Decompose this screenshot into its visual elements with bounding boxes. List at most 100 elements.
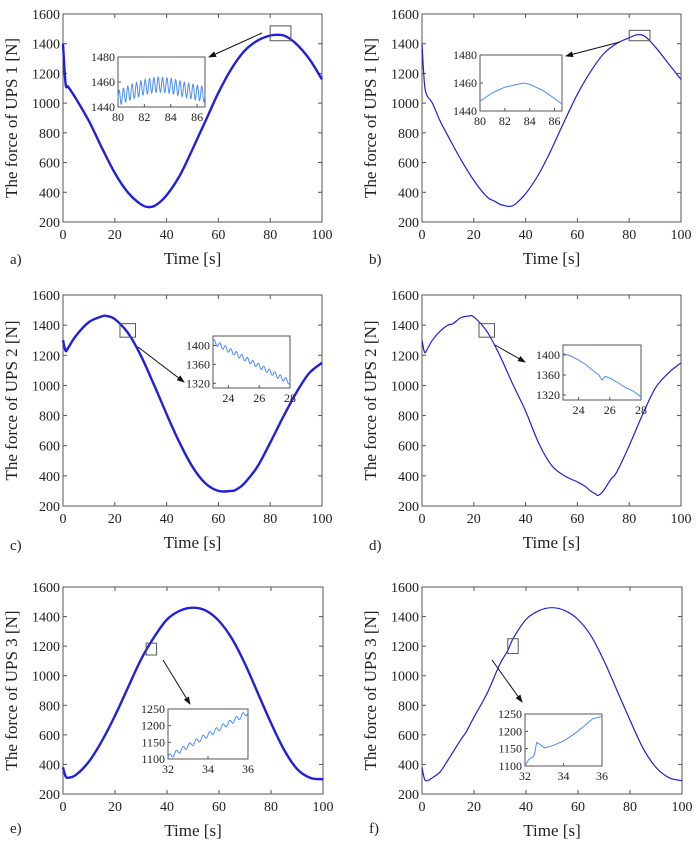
inset-y-tick-label: 1150 [141, 735, 165, 749]
y-tick-label: 1200 [391, 640, 419, 655]
y-tick-label: 200 [39, 216, 60, 231]
panel-f: 0 20 40 60 80 100 200 400 600 800 1000 1200 1400 1600… [361, 581, 693, 840]
inset-y-tick-label: 1460 [453, 76, 477, 90]
x-tick-label: 0 [60, 800, 67, 815]
inset: 80 82 84 86 1440 1460 1480 [453, 48, 563, 128]
inset-series-line [524, 715, 603, 767]
series-line [61, 314, 323, 493]
inset-y-tick-label: 1200 [141, 719, 165, 733]
inset-frame [562, 344, 642, 401]
inset-y-tick-label: 1480 [453, 48, 477, 62]
inset-x-tick-label: 82 [138, 110, 150, 124]
x-tick-label: 20 [467, 512, 481, 527]
panel-e: 0 20 40 60 80 100 200 400 600 800 1000 1200 1400 1600… [2, 581, 334, 840]
panel-label: d) [369, 538, 382, 554]
x-tick-label: 0 [419, 800, 426, 815]
x-tick-label: 100 [312, 512, 333, 527]
y-tick-label: 1400 [32, 611, 60, 626]
inset-series-line [117, 76, 206, 106]
zoom-region-box [507, 638, 519, 655]
x-axis-label: Time [s] [164, 533, 221, 552]
y-tick-label: 1000 [391, 670, 419, 685]
y-tick-label: 1000 [32, 379, 60, 394]
zoom-region-box [145, 642, 158, 656]
y-tick-label: 600 [39, 157, 60, 172]
plot-frame [421, 586, 683, 795]
y-tick-label: 1400 [391, 611, 419, 626]
y-tick-label: 1400 [391, 319, 419, 334]
plot-frame [62, 586, 324, 795]
y-tick-label: 1200 [32, 640, 60, 655]
y-tick-label: 1600 [32, 581, 60, 596]
y-axis-label: The force of UPS 3 [N] [361, 610, 380, 770]
y-tick-label: 1200 [391, 349, 419, 364]
inset-frame [479, 54, 563, 112]
inset-x-tick-label: 86 [549, 114, 561, 128]
x-tick-label: 20 [108, 228, 122, 243]
series-line [421, 34, 682, 208]
y-tick-label: 1600 [391, 289, 419, 304]
x-tick-label: 60 [211, 228, 225, 243]
inset: 24 26 28 1320 1360 1400 [536, 344, 647, 417]
y-tick-label: 1400 [32, 319, 60, 334]
inset-y-tick-label: 1440 [91, 100, 115, 114]
plot-frame [62, 294, 323, 507]
panel-a: 0 20 40 60 80 100 200 400 600 800 1000 1200 1400 1600… [2, 8, 333, 268]
inset: 32 34 36 1100 1150 1200 1250 [498, 707, 608, 783]
inset-y-tick-label: 1320 [536, 388, 560, 402]
x-tick-label: 40 [160, 512, 174, 527]
callout-arrow [565, 41, 621, 58]
y-tick-label: 600 [39, 440, 60, 455]
inset-x-tick-label: 86 [191, 110, 203, 124]
x-tick-label: 40 [160, 800, 174, 815]
y-tick-label: 1600 [391, 8, 419, 23]
inset-y-tick-label: 1100 [498, 759, 522, 773]
inset-series-line [167, 712, 249, 758]
x-tick-label: 20 [108, 512, 122, 527]
inset-y-tick-label: 1150 [498, 742, 522, 756]
y-tick-label: 600 [398, 157, 419, 172]
y-tick-label: 1000 [391, 379, 419, 394]
panel-b: 0 20 40 60 80 100 200 400 600 800 1000 1200 1400 1600… [361, 8, 692, 268]
inset-x-tick-label: 84 [165, 110, 177, 124]
callout-arrow [208, 32, 263, 58]
inset-y-tick-label: 1360 [186, 357, 210, 371]
y-tick-label: 600 [39, 729, 60, 744]
inset-x-tick-label: 36 [242, 762, 254, 776]
callout-arrow [491, 659, 523, 703]
y-axis-label: The force of UPS 1 [N] [2, 38, 21, 198]
inset-x-tick-label: 32 [162, 762, 174, 776]
inset-y-tick-label: 1480 [91, 50, 115, 64]
panel-d: 0 20 40 60 80 100 200 400 600 800 1000 1200 1400 1600… [361, 289, 692, 554]
inset-series-line [479, 82, 563, 105]
inset-x-tick-label: 34 [202, 762, 214, 776]
x-tick-label: 0 [60, 228, 67, 243]
series-line [421, 314, 682, 497]
x-tick-label: 100 [672, 800, 693, 815]
inset-x-tick-label: 24 [222, 391, 234, 405]
y-tick-label: 800 [39, 699, 60, 714]
inset-x-tick-label: 82 [499, 114, 511, 128]
y-tick-label: 1200 [32, 67, 60, 82]
callout-arrow [137, 346, 185, 383]
y-tick-label: 1400 [391, 38, 419, 53]
x-tick-label: 0 [60, 512, 67, 527]
inset-x-tick-label: 26 [253, 391, 265, 405]
inset-x-tick-label: 36 [596, 769, 608, 783]
panel-label: c) [10, 538, 22, 554]
y-tick-label: 1600 [32, 289, 60, 304]
plot-frame [421, 13, 682, 223]
y-tick-label: 800 [39, 410, 60, 425]
x-axis-label: Time [s] [164, 249, 221, 268]
y-tick-label: 1400 [32, 38, 60, 53]
x-axis-label: Time [s] [523, 249, 580, 268]
inset-y-tick-label: 1400 [186, 338, 210, 352]
y-tick-label: 400 [398, 470, 419, 485]
inset-x-tick-label: 84 [524, 114, 536, 128]
inset: 24 26 28 1320 1360 1400 [186, 335, 296, 405]
y-axis-label: The force of UPS 1 [N] [361, 38, 380, 198]
inset-series-line [562, 353, 642, 398]
x-tick-label: 60 [212, 800, 226, 815]
inset-y-tick-label: 1100 [141, 752, 165, 766]
plot-frame [421, 294, 682, 507]
